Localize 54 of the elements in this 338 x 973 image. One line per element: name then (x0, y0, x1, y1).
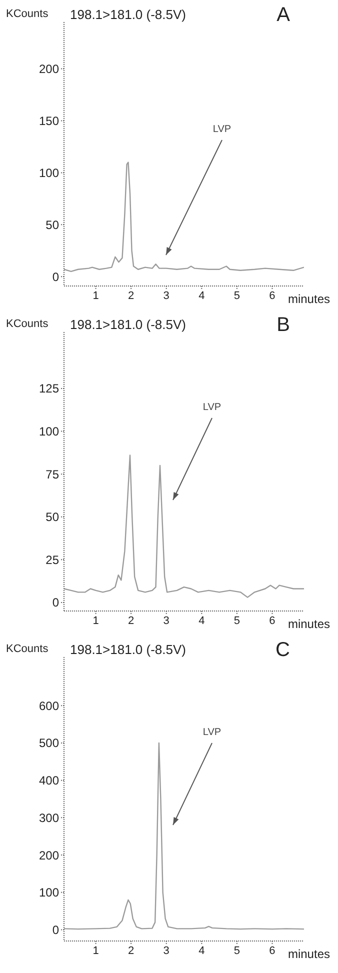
annotation: B (276, 314, 290, 337)
y-tick-label: 25 (46, 552, 60, 567)
x-axis-title: minutes (288, 292, 330, 306)
x-tick-label: 3 (163, 290, 170, 302)
x-tick-label: 6 (269, 614, 276, 627)
y-axis-title: KCounts (6, 643, 48, 655)
chart-title: 198.1>181.0 (-8.5V) (70, 7, 186, 22)
x-tick-label: 2 (128, 614, 134, 627)
chart-title: 198.1>181.0 (-8.5V) (70, 642, 186, 657)
x-tick-label: 4 (198, 614, 205, 627)
y-tick-label: 500 (38, 736, 60, 750)
y-tick-label: 100 (38, 166, 60, 180)
annotation: A (276, 4, 290, 27)
y-tick-label: 50 (46, 218, 60, 232)
x-tick-label: 4 (198, 290, 205, 302)
y-axis-title: KCounts (6, 318, 48, 330)
x-tick-label: 5 (234, 944, 240, 957)
annotation: C (276, 639, 290, 662)
line-series (64, 454, 304, 598)
y-tick-label: 0 (52, 596, 60, 610)
y-tick-label: 100 (38, 886, 60, 900)
y-axis-title: KCounts (6, 8, 48, 20)
x-tick-label: 1 (92, 290, 99, 302)
x-tick-label: 6 (269, 290, 276, 302)
x-tick-label: 1 (92, 614, 99, 627)
x-tick-label: 5 (234, 614, 240, 627)
x-axis-title: minutes (288, 947, 330, 961)
y-tick-label: 200 (38, 848, 60, 862)
y-tick-label: 150 (38, 114, 60, 128)
y-tick-label: 0 (52, 270, 60, 284)
annotation: LVP (202, 402, 222, 413)
y-tick-label: 300 (38, 810, 60, 825)
y-tick-label: 50 (46, 510, 60, 524)
x-tick-label: 2 (128, 944, 134, 957)
y-tick-label: 400 (38, 774, 60, 788)
y-tick-label: 100 (38, 424, 60, 439)
annotation: LVP (212, 124, 232, 135)
x-tick-label: 6 (269, 944, 276, 957)
y-tick-label: 600 (38, 698, 60, 713)
y-tick-label: 200 (38, 62, 60, 76)
y-tick-label: 125 (38, 382, 60, 396)
chart-title: 198.1>181.0 (-8.5V) (70, 317, 186, 332)
y-tick-label: 0 (52, 923, 60, 938)
line-series (64, 162, 304, 272)
line-series (64, 742, 304, 930)
x-tick-label: 2 (128, 290, 134, 302)
x-tick-label: 4 (198, 944, 205, 957)
x-tick-label: 5 (234, 290, 240, 302)
annotation: LVP (202, 727, 222, 738)
x-axis-title: minutes (288, 617, 330, 631)
x-tick-label: 3 (163, 614, 170, 627)
x-tick-label: 1 (92, 944, 99, 957)
y-tick-label: 75 (46, 467, 60, 482)
x-tick-label: 3 (163, 944, 170, 957)
